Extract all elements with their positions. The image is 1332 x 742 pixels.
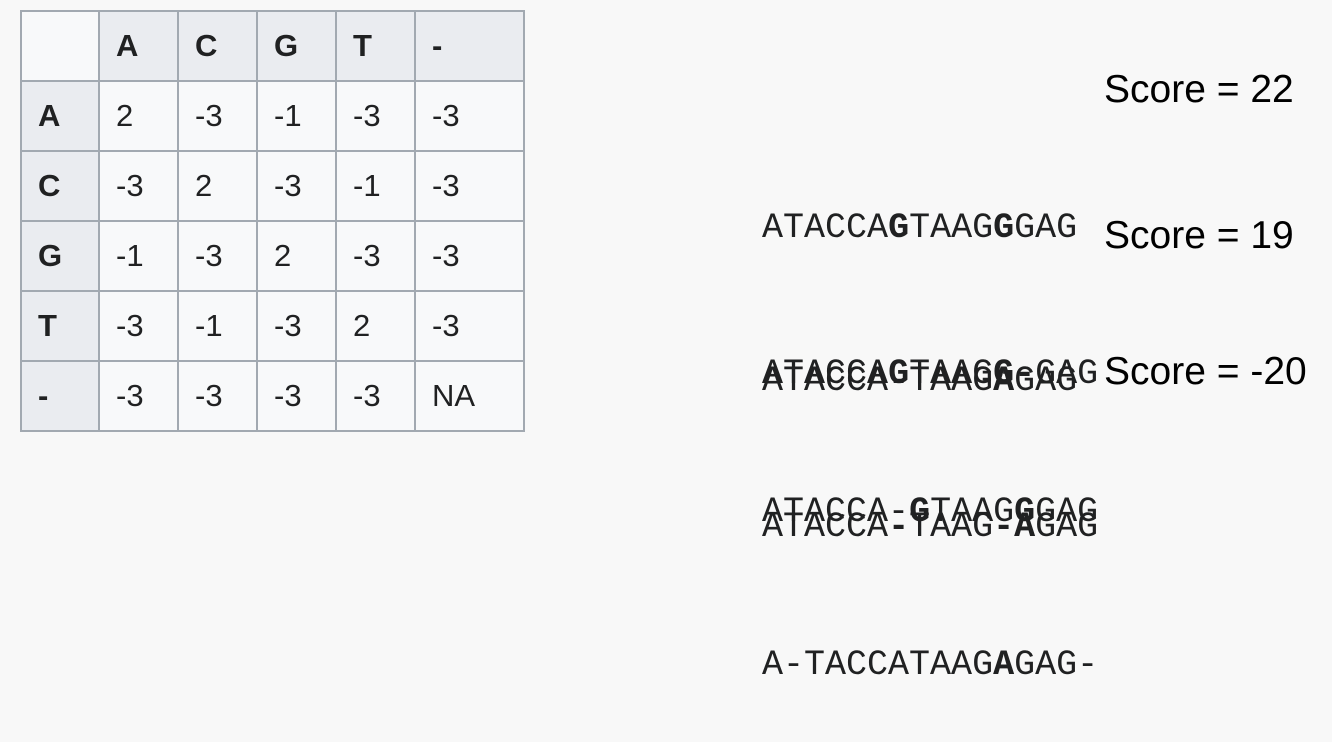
matrix-cell: -3 [98, 150, 179, 222]
matrix-cell: -3 [177, 360, 258, 432]
matrix-cell: -3 [98, 360, 179, 432]
sequence-segment-bold: G [909, 492, 931, 532]
matrix-cell: -3 [177, 80, 258, 152]
alignment-3-score: Score = -20 [1104, 350, 1307, 393]
sequence-segment-bold: G- [993, 354, 1036, 394]
alignment-bottom-sequence: A-TACCATAAGAGAG- [636, 589, 1098, 685]
sequence-segment: ATACCA [762, 354, 889, 394]
matrix-cell: 2 [256, 220, 337, 292]
matrix-cell: 2 [177, 150, 258, 222]
sequence-segment: GAG- [1014, 645, 1099, 685]
matrix-cell: -3 [256, 150, 337, 222]
sequence-segment: ATACCA [762, 361, 889, 401]
matrix-cell: -3 [414, 150, 525, 222]
sequence-segment-bold: G [1014, 492, 1036, 532]
matrix-col-header: G [256, 10, 337, 82]
matrix-row-header: C [20, 150, 100, 222]
sequence-segment-bold: G [888, 354, 910, 394]
alignment-1-score: Score = 22 [1104, 68, 1294, 111]
alignment-2-score: Score = 19 [1104, 214, 1294, 257]
matrix-cell: 2 [98, 80, 179, 152]
sequence-segment-bold: - [888, 361, 910, 401]
matrix-cell: 2 [335, 290, 416, 362]
sequence-segment-bold: G [993, 208, 1015, 248]
matrix-cell: -3 [256, 360, 337, 432]
matrix-col-header: T [335, 10, 416, 82]
matrix-row: G -1 -3 2 -3 -3 [20, 220, 525, 292]
matrix-row: - -3 -3 -3 -3 NA [20, 360, 525, 432]
sequence-segment: GAG [1035, 492, 1099, 532]
matrix-cell: -1 [256, 80, 337, 152]
alignment-bottom-sequence: ATACCA-TAAGAGAG [636, 305, 1077, 401]
sequence-segment: ATACCA- [762, 492, 910, 532]
matrix-row: A 2 -3 -1 -3 -3 [20, 80, 525, 152]
sequence-segment: GAG [1014, 208, 1078, 248]
matrix-header-row: A C G T - [20, 10, 525, 82]
matrix-cell: NA [414, 360, 525, 432]
sequence-segment: GAG [1035, 354, 1099, 394]
sequence-segment: ATACCA [762, 208, 889, 248]
sequence-segment: TAAG [909, 354, 994, 394]
substitution-matrix: A C G T - A 2 -3 -1 -3 -3 C -3 2 -3 -1 -… [20, 10, 525, 432]
alignment-top-sequence: ATACCAGTAAGG-GAG [636, 298, 1098, 394]
sequence-segment: GAG [1014, 361, 1078, 401]
sequence-segment-bold: A [993, 645, 1015, 685]
matrix-corner-cell [20, 10, 100, 82]
matrix-row: C -3 2 -3 -1 -3 [20, 150, 525, 222]
matrix-cell: -1 [335, 150, 416, 222]
sequence-segment: A-TACCATAAG [762, 645, 994, 685]
sequence-segment-bold: G [888, 208, 910, 248]
matrix-col-header: - [414, 10, 525, 82]
matrix-cell: -3 [414, 80, 525, 152]
matrix-col-header: C [177, 10, 258, 82]
alignment-3: ATACCA-GTAAGGGAG A-TACCATAAGAGAG- [636, 334, 1098, 742]
alignment-top-sequence: ATACCA-GTAAGGGAG [636, 436, 1098, 532]
matrix-cell: -3 [256, 290, 337, 362]
matrix-cell: -3 [414, 220, 525, 292]
matrix-cell: -3 [414, 290, 525, 362]
sequence-segment: TAAG [909, 208, 994, 248]
sequence-segment-bold: A [993, 361, 1015, 401]
matrix-row: T -3 -1 -3 2 -3 [20, 290, 525, 362]
matrix-row-header: G [20, 220, 100, 292]
matrix-cell: -1 [177, 290, 258, 362]
matrix-cell: -1 [98, 220, 179, 292]
matrix-cell: -3 [177, 220, 258, 292]
matrix-row-header: T [20, 290, 100, 362]
matrix-row-header: - [20, 360, 100, 432]
matrix-col-header: A [98, 10, 179, 82]
matrix-row-header: A [20, 80, 100, 152]
matrix-cell: -3 [335, 80, 416, 152]
alignment-1: ATACCAGTAAGGGAG ATACCA-TAAGAGAG [636, 50, 1077, 458]
matrix-cell: -3 [335, 360, 416, 432]
matrix-cell: -3 [335, 220, 416, 292]
sequence-segment: TAAG [930, 492, 1015, 532]
sequence-segment: TAAG [909, 361, 994, 401]
matrix-cell: -3 [98, 290, 179, 362]
alignment-top-sequence: ATACCAGTAAGGGAG [636, 152, 1077, 248]
